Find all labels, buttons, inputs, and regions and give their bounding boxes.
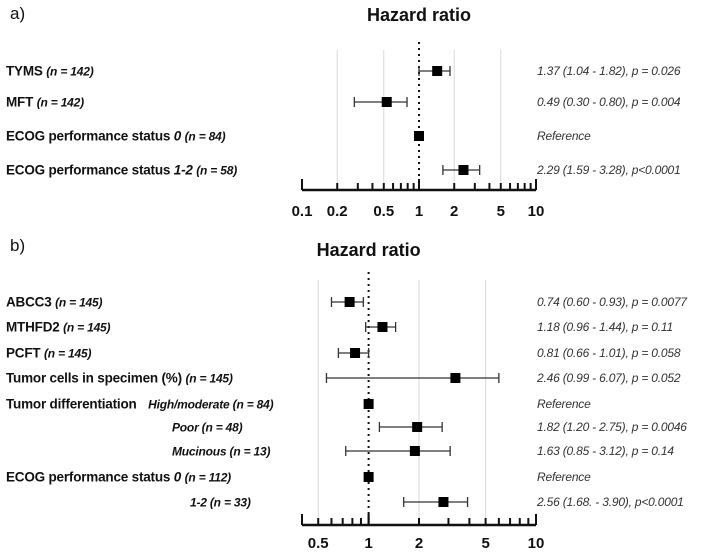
point-estimate-marker — [377, 322, 388, 332]
row-label: 1-2 (n = 33) — [190, 495, 251, 510]
point-estimate-marker — [409, 446, 420, 456]
estimate-text: 2.29 (1.59 - 3.28), p<0.0001 — [537, 163, 681, 177]
estimate-text: 2.46 (0.99 - 6.07), p = 0.052 — [537, 371, 681, 385]
estimate-text: 1.82 (1.20 - 2.75), p = 0.0046 — [537, 420, 687, 434]
x-tick-label: 0.5 — [373, 203, 395, 220]
panel-label: b) — [10, 236, 26, 255]
panel-label: a) — [10, 4, 26, 23]
estimate-text: 0.81 (0.66 - 1.01), p = 0.058 — [537, 346, 681, 360]
row-label-n: (n = 112) — [184, 470, 232, 485]
point-estimate-marker — [363, 472, 374, 482]
x-tick-label: 2 — [450, 203, 459, 220]
x-tick-label: 1 — [414, 203, 424, 220]
row-label-n: (n = 142) — [36, 95, 84, 110]
estimate-text: Reference — [537, 129, 591, 143]
row-label-n: (n = 58) — [196, 163, 237, 178]
estimate-text: 1.63 (0.85 - 3.12), p = 0.14 — [537, 444, 674, 458]
row-label: Tumor cells in specimen (%) (n = 145) — [6, 371, 233, 386]
row-label-n: (n = 145) — [63, 320, 111, 335]
x-tick-label: 5 — [496, 203, 505, 220]
row-label: PCFT (n = 145) — [6, 346, 91, 361]
row-label-n: 1-2 (n = 33) — [190, 495, 251, 510]
point-estimate-marker — [450, 373, 461, 383]
row-label-name: ABCC3 — [6, 294, 52, 310]
row-label-name: TYMS — [6, 63, 43, 79]
row-label-sub: 0 — [173, 128, 182, 144]
row-label: Poor (n = 48) — [172, 420, 243, 435]
estimate-text: 0.74 (0.60 - 0.93), p = 0.0077 — [537, 295, 687, 309]
estimate-text: Reference — [537, 470, 591, 484]
chart-title: Hazard ratio — [316, 240, 421, 260]
row-label-name: Tumor differentiation — [6, 396, 137, 412]
row-label-name: ECOG performance status — [6, 162, 171, 178]
row-label-sub: 0 — [173, 469, 182, 485]
row-label-name: ECOG performance status — [6, 128, 171, 144]
point-estimate-marker — [344, 297, 355, 307]
x-tick-label: 0.1 — [291, 203, 313, 220]
row-label: TYMS (n = 142) — [6, 64, 94, 79]
chart-title: Hazard ratio — [366, 5, 472, 25]
row-label: Tumor differentiation High/moderate (n =… — [6, 396, 274, 412]
x-tick-label: 10 — [527, 535, 545, 552]
row-label-name: ECOG performance status — [6, 469, 171, 485]
row-label-n: High/moderate (n = 84) — [148, 397, 274, 412]
point-estimate-marker — [350, 348, 361, 358]
x-tick-label: 1 — [364, 535, 373, 552]
estimate-text: 0.49 (0.30 - 0.80), p = 0.004 — [537, 95, 681, 109]
row-label-n: (n = 84) — [184, 129, 226, 144]
x-tick-label: 0.2 — [326, 203, 348, 220]
row-label-n: Mucinous (n = 13) — [172, 444, 271, 459]
row-label-name: Tumor cells in specimen (%) — [6, 370, 182, 386]
x-tick-label: 5 — [481, 535, 490, 552]
row-label-name: PCFT — [6, 345, 41, 361]
x-tick-label: 0.5 — [307, 535, 329, 552]
row-label-name: MTHFD2 — [6, 319, 60, 335]
row-label-n: Poor (n = 48) — [172, 420, 243, 435]
row-label-n: (n = 145) — [44, 346, 92, 361]
row-label: MTHFD2 (n = 145) — [6, 319, 111, 335]
row-label-n: (n = 145) — [185, 371, 233, 386]
estimate-text: Reference — [537, 397, 591, 411]
estimate-text: 1.37 (1.04 - 1.82), p = 0.026 — [537, 64, 681, 78]
row-label: Mucinous (n = 13) — [172, 444, 270, 459]
row-label: ECOG performance status 1-2 (n = 58) — [6, 163, 237, 178]
row-label-n: (n = 142) — [46, 64, 94, 79]
estimate-text: 1.18 (0.96 - 1.44), p = 0.11 — [537, 320, 673, 334]
row-label: ECOG performance status 0 (n = 84) — [6, 128, 226, 144]
row-label: ECOG performance status 0 (n = 112) — [6, 470, 231, 485]
row-label-name: MFT — [6, 94, 34, 110]
point-estimate-marker — [414, 131, 424, 141]
point-estimate-marker — [458, 165, 469, 175]
row-label-n: (n = 145) — [55, 295, 103, 310]
x-tick-label: 10 — [527, 203, 545, 220]
row-label-sub: 1-2 — [173, 162, 193, 178]
estimate-text: 2.56 (1.68. - 3.90), p<0.0001 — [537, 495, 684, 509]
x-tick-label: 2 — [414, 535, 424, 552]
row-label: MFT (n = 142) — [6, 95, 84, 110]
point-estimate-marker — [412, 422, 423, 432]
point-estimate-marker — [438, 497, 449, 507]
point-estimate-marker — [432, 66, 443, 76]
point-estimate-marker — [381, 97, 392, 107]
point-estimate-marker — [363, 399, 374, 409]
row-label: ABCC3 (n = 145) — [6, 294, 103, 310]
